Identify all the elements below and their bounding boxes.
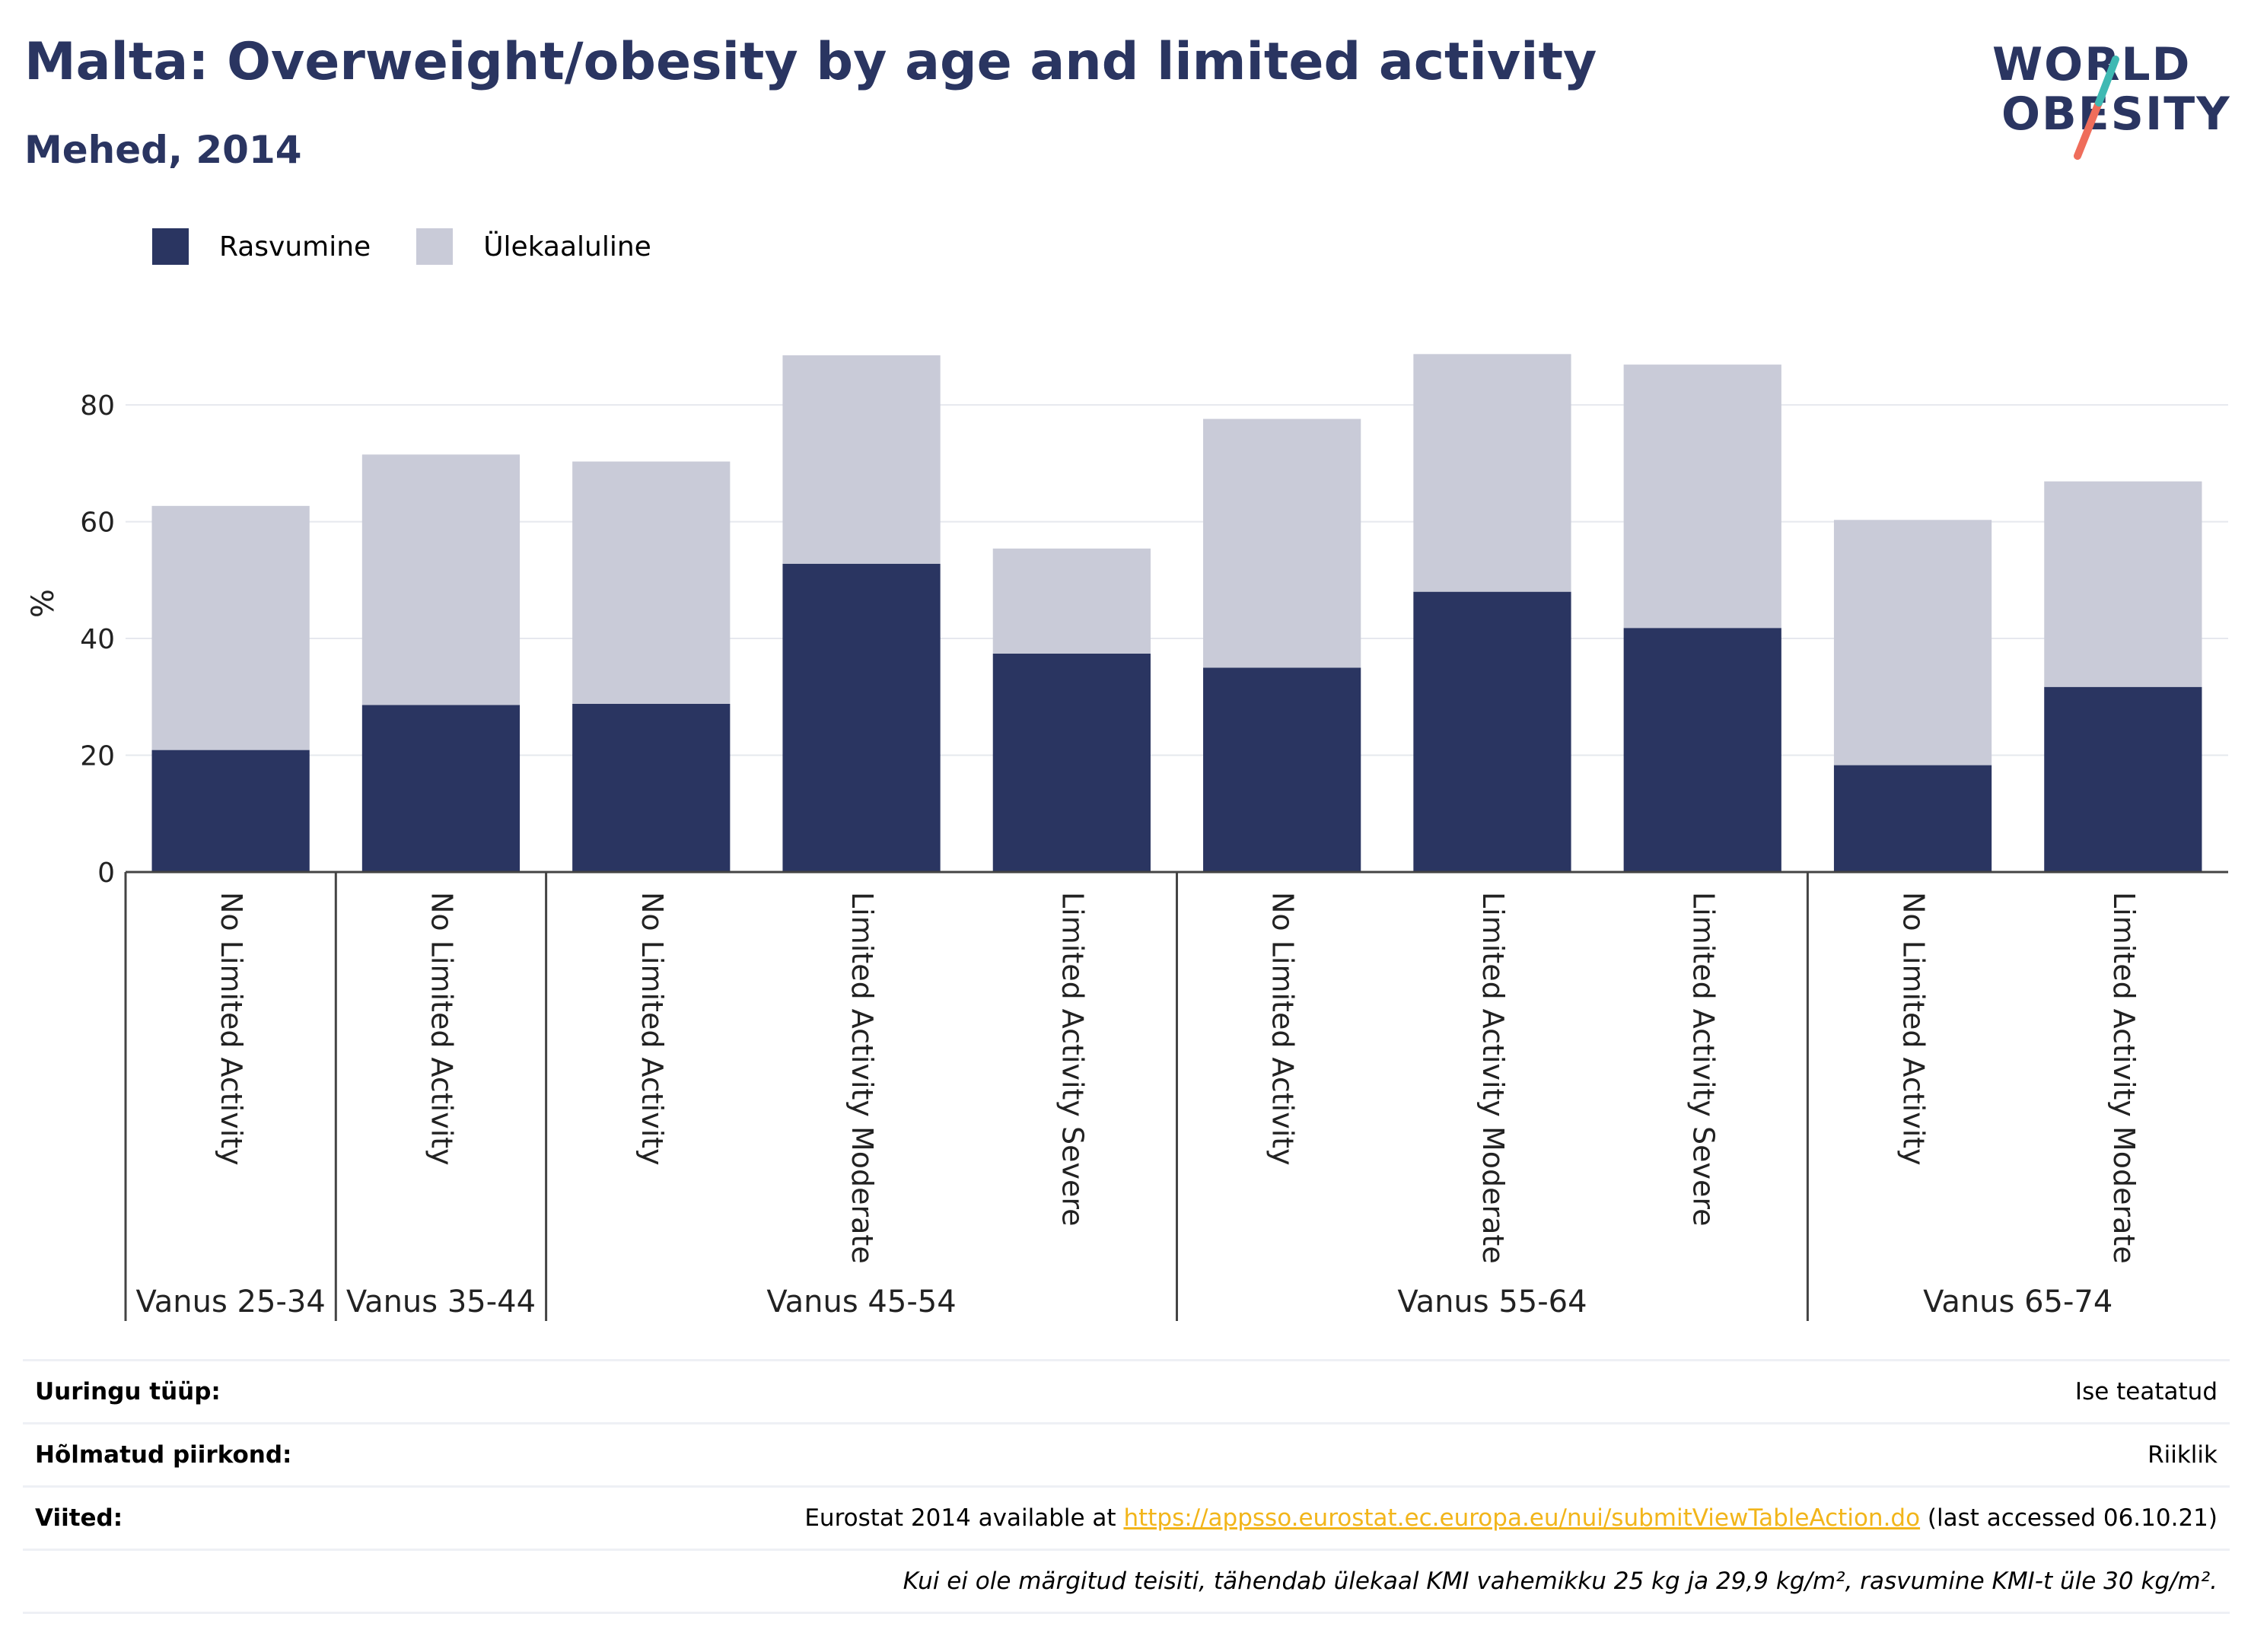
bar-rasvumine	[2044, 686, 2202, 872]
definition-note: Kui ei ole märgitud teisiti, tähendab ül…	[903, 1568, 2218, 1595]
group-label: Vanus 45-54	[766, 1284, 956, 1319]
bar-ulekaaluline	[1833, 520, 1992, 766]
y-tick-label: 40	[80, 624, 115, 655]
legend-item-rasvumine[interactable]: Rasvumine	[152, 228, 371, 265]
logo-slash-icon	[2074, 56, 2119, 160]
info-row-region: Hõlmatud piirkond: Riiklik	[23, 1422, 2230, 1485]
references-label: Viited:	[35, 1504, 123, 1532]
survey-type-value: Ise teatatud	[2074, 1378, 2218, 1405]
survey-type-label: Uuringu tüüp:	[35, 1378, 221, 1405]
x-tick-label: No Limited Activity	[1897, 892, 1931, 1166]
world-obesity-logo: WORLD OBESITY	[1979, 30, 2237, 160]
info-table: Uuringu tüüp: Ise teatatud Hõlmatud piir…	[23, 1359, 2230, 1614]
legend-swatch-rasvumine	[152, 228, 189, 265]
logo-line-1: WORLD	[1992, 38, 2192, 91]
y-tick-label: 0	[97, 858, 115, 889]
references-value: Eurostat 2014 available at https://appss…	[804, 1504, 2218, 1532]
info-row-references: Viited: Eurostat 2014 available at https…	[23, 1485, 2230, 1549]
legend-label-ulekaaluline: Ülekaaluline	[483, 231, 651, 263]
bar-rasvumine	[1623, 628, 1781, 872]
bar-ulekaaluline	[992, 548, 1151, 654]
logo-line-2: OBESITY	[2001, 88, 2231, 141]
group-label: Vanus 35-44	[346, 1284, 536, 1319]
legend-label-rasvumine: Rasvumine	[219, 231, 371, 263]
x-tick-label: Limited Activity Severe	[1686, 892, 1720, 1227]
info-row-note: Kui ei ole märgitud teisiti, tähendab ül…	[23, 1549, 2230, 1614]
x-tick-label: Limited Activity Moderate	[2107, 892, 2141, 1264]
x-tick-label: Limited Activity Severe	[1055, 892, 1089, 1227]
bar-ulekaaluline	[361, 454, 521, 705]
references-link[interactable]: https://appsso.eurostat.ec.europa.eu/nui…	[1123, 1504, 1921, 1532]
bar-ulekaaluline	[151, 505, 310, 750]
bar-ulekaaluline	[572, 461, 731, 704]
bar-rasvumine	[361, 705, 521, 872]
x-tick-label: No Limited Activity	[635, 892, 669, 1166]
region-value: Riiklik	[2148, 1441, 2218, 1469]
y-tick-label: 60	[80, 508, 115, 539]
x-tick-label: No Limited Activity	[1266, 892, 1300, 1166]
bar-ulekaaluline	[782, 355, 941, 564]
bar-rasvumine	[1833, 765, 1992, 872]
bar-rasvumine	[151, 750, 310, 872]
info-row-survey-type: Uuringu tüüp: Ise teatatud	[23, 1359, 2230, 1422]
x-tick-label: Limited Activity Moderate	[845, 892, 879, 1264]
bar-ulekaaluline	[2044, 481, 2202, 687]
bar-rasvumine	[1203, 667, 1361, 872]
references-prefix: Eurostat 2014 available at	[804, 1504, 1124, 1532]
bar-ulekaaluline	[1413, 354, 1571, 592]
chart-title: Malta: Overweight/obesity by age and lim…	[24, 32, 1597, 92]
bar-rasvumine	[1413, 591, 1571, 872]
bar-ulekaaluline	[1203, 419, 1361, 668]
y-axis-label: %	[26, 589, 61, 618]
group-label: Vanus 55-64	[1397, 1284, 1587, 1319]
bar-ulekaaluline	[1623, 364, 1781, 629]
bar-rasvumine	[782, 563, 941, 872]
references-suffix: (last accessed 06.10.21)	[1920, 1504, 2218, 1532]
y-tick-label: 20	[80, 741, 115, 772]
chart-legend: Rasvumine Ülekaaluline	[152, 225, 697, 268]
chart-subtitle: Mehed, 2014	[24, 128, 302, 172]
region-label: Hõlmatud piirkond:	[35, 1441, 292, 1469]
y-tick-label: 80	[80, 390, 115, 422]
x-tick-label: No Limited Activity	[425, 892, 458, 1166]
x-tick-label: Limited Activity Moderate	[1476, 892, 1510, 1264]
x-tick-label: No Limited Activity	[215, 892, 248, 1166]
bar-rasvumine	[992, 653, 1151, 872]
bar-chart: 0 20 40 60 80% No Limited Activity No Limited …	[26, 354, 2228, 1321]
group-label: Vanus 65-74	[1923, 1284, 2113, 1319]
legend-swatch-ulekaaluline	[416, 228, 454, 265]
legend-item-ulekaaluline[interactable]: Ülekaaluline	[416, 228, 651, 265]
group-label: Vanus 25-34	[136, 1284, 326, 1319]
bar-rasvumine	[572, 703, 731, 872]
